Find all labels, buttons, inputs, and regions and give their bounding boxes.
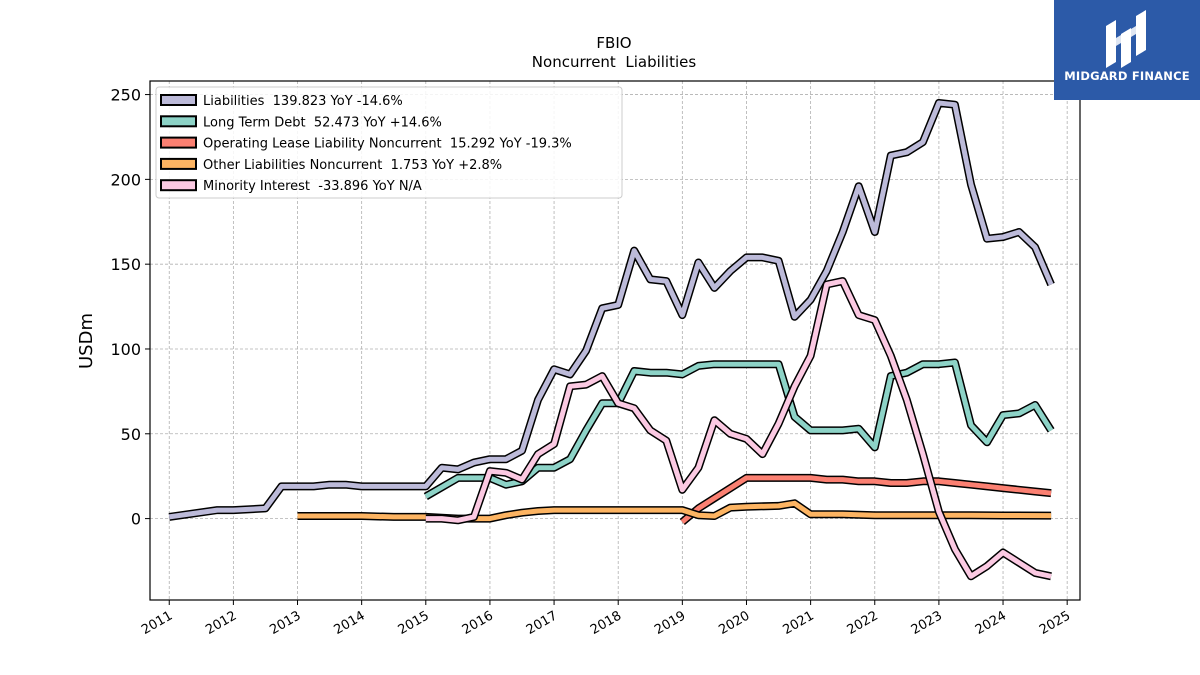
- x-tick-label: 2022: [845, 608, 881, 638]
- legend-swatch: [160, 136, 197, 149]
- x-tick-label: 2020: [716, 608, 752, 638]
- plot-frame: [149, 80, 1081, 601]
- x-tick-label: 2014: [331, 608, 367, 638]
- chart-title: FBIO: [596, 34, 631, 52]
- legend-label: Other Liabilities Noncurrent 1.753 YoY +…: [203, 158, 502, 173]
- y-tick-label: 250: [110, 86, 141, 105]
- x-axis-ticks: 2011 2012 2013 2014 2015 2016 2017 2018 2019 2020…: [139, 600, 1073, 638]
- y-tick-label: 100: [110, 340, 141, 359]
- x-tick-label: 2018: [588, 608, 624, 638]
- series-line-0: [168, 100, 1054, 520]
- brand-name: MIDGARD FINANCE: [1064, 69, 1190, 83]
- y-tick-label: 150: [110, 255, 141, 274]
- series-line-2: [680, 475, 1052, 524]
- x-tick-label: 2017: [524, 608, 560, 638]
- legend-label: Operating Lease Liability Noncurrent 15.…: [203, 137, 572, 152]
- series-outline-4: [425, 277, 1052, 581]
- x-tick-label: 2019: [652, 608, 688, 638]
- legend-label: Liabilities 139.823 YoY -14.6%: [203, 94, 403, 109]
- y-tick-label: 200: [110, 170, 141, 189]
- legend-box: [155, 86, 623, 199]
- legend: Liabilities 139.823 YoY -14.6% Long Term …: [155, 86, 623, 199]
- x-tick-label: 2023: [909, 608, 945, 638]
- x-tick-label: 2021: [780, 608, 816, 638]
- y-tick-label: 50: [121, 425, 141, 444]
- legend-swatch: [160, 157, 197, 170]
- x-tick-label: 2011: [139, 608, 175, 638]
- midgard-logo-icon: [1106, 10, 1146, 68]
- legend-swatch: [160, 115, 197, 128]
- x-tick-label: 2024: [973, 608, 1009, 638]
- brand-logo: MIDGARD FINANCE: [1054, 0, 1200, 100]
- series-line-1: [424, 360, 1054, 499]
- x-tick-label: 2025: [1037, 608, 1073, 638]
- y-tick-label: 0: [131, 510, 141, 529]
- x-tick-label: 2016: [460, 608, 496, 638]
- x-tick-label: 2015: [396, 608, 432, 638]
- legend-label: Long Term Debt 52.473 YoY +14.6%: [203, 115, 442, 130]
- x-tick-label: 2013: [267, 608, 303, 638]
- series-lines: [168, 99, 1055, 581]
- legend-swatch: [160, 179, 197, 192]
- y-axis-label: USDm: [76, 313, 97, 369]
- legend-label: Minority Interest -33.896 YoY N/A: [203, 179, 422, 194]
- x-tick-label: 2012: [203, 608, 239, 638]
- chart-subtitle: Noncurrent Liabilities: [532, 53, 697, 71]
- y-axis-ticks: 0 50 100 150 200 250: [110, 86, 150, 529]
- legend-swatch: [160, 94, 197, 106]
- series-line-4: [425, 278, 1052, 579]
